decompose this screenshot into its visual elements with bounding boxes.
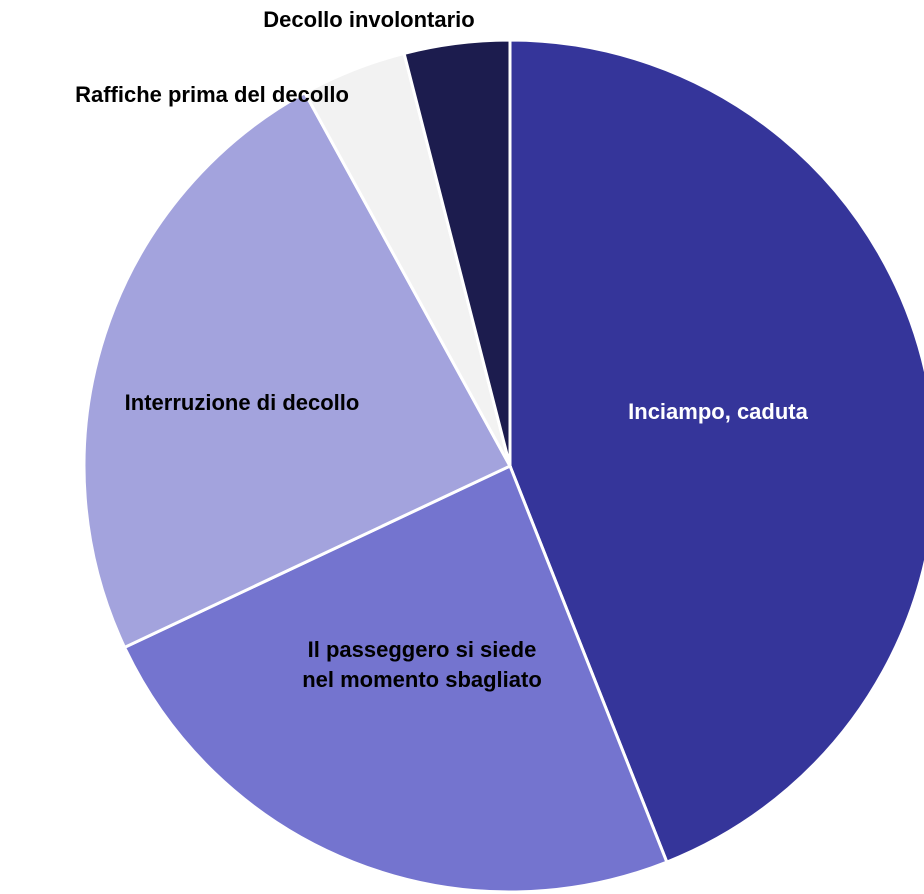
pie-slice: [122, 463, 669, 894]
slice-label: Inciampo, caduta: [628, 399, 808, 424]
slice-label: Raffiche prima del decollo: [75, 82, 349, 107]
pie-slice: [508, 38, 924, 865]
slice-label: Decollo involontario: [263, 7, 475, 32]
pie-slice: [402, 38, 512, 467]
pie-slice: [82, 90, 513, 650]
slice-label: Interruzione di decollo: [124, 390, 360, 415]
slice-label: Il passeggero si siede nel momento sbagl…: [302, 637, 542, 692]
